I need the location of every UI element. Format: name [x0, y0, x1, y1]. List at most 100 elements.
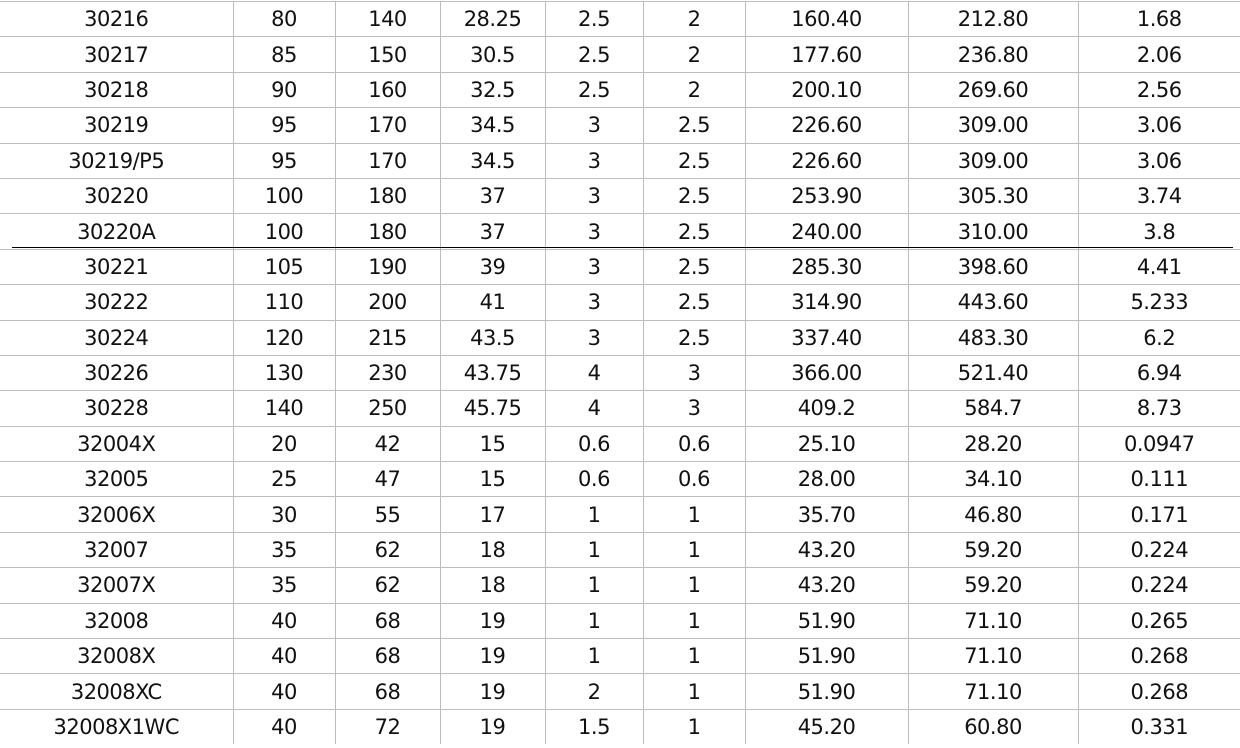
table-cell: 71.10 — [907, 638, 1078, 674]
table-row: 32008 40 68 19 1 1 51.90 71.10 0.265 — [0, 602, 1240, 639]
table-cell: 43.20 — [744, 567, 908, 604]
table-cell: 310.00 — [907, 213, 1078, 250]
table-cell: 366.00 — [744, 354, 908, 391]
table-cell: 25 — [232, 461, 335, 497]
table-cell: 2 — [642, 0, 745, 37]
table-cell: 30216 — [0, 0, 233, 37]
table-cell: 51.90 — [744, 673, 908, 710]
table-cell: 2.5 — [544, 0, 643, 37]
table-cell: 105 — [232, 248, 335, 285]
table-cell: 305.30 — [907, 177, 1078, 214]
table-cell: 150 — [334, 36, 440, 73]
table-cell: 4 — [544, 390, 643, 427]
table-cell: 19 — [439, 708, 545, 745]
table-cell: 40 — [232, 602, 335, 639]
table-cell: 0.268 — [1077, 673, 1240, 710]
table-cell: 28.00 — [744, 461, 908, 497]
table-cell: 230 — [334, 354, 440, 391]
table-row: 30219 95 170 34.5 3 2.5 226.60 309.00 3.06 — [0, 107, 1240, 144]
table-cell: 0.331 — [1077, 708, 1240, 745]
table-cell: 2.5 — [544, 36, 643, 73]
table-cell: 32007 — [0, 531, 233, 568]
table-cell: 2.5 — [642, 248, 745, 285]
table-cell: 46.80 — [907, 496, 1078, 533]
table-cell: 0.171 — [1077, 496, 1240, 533]
table-cell: 30217 — [0, 36, 233, 73]
table-cell: 0.111 — [1077, 461, 1240, 497]
table-cell: 3 — [642, 390, 745, 427]
table-cell: 1.5 — [544, 708, 643, 745]
table-cell: 1 — [642, 638, 745, 674]
table-row: 32006X 30 55 17 1 1 35.70 46.80 0.171 — [0, 496, 1240, 533]
table-cell: 0.6 — [642, 425, 745, 462]
table-row: 30218 90 160 32.5 2.5 2 200.10 269.60 2.56 — [0, 71, 1240, 108]
table-cell: 34.10 — [907, 461, 1078, 497]
table-cell: 19 — [439, 602, 545, 639]
table-row: 30228 140 250 45.75 4 3 409.2 584.7 8.73 — [0, 390, 1240, 427]
table-cell: 30226 — [0, 354, 233, 391]
table-cell: 1 — [642, 708, 745, 745]
table-cell: 2.5 — [642, 319, 745, 356]
table-cell: 6.2 — [1077, 319, 1240, 356]
table-cell: 95 — [232, 142, 335, 179]
table-cell: 160 — [334, 71, 440, 108]
table-cell: 2 — [642, 71, 745, 108]
table-cell: 3 — [544, 177, 643, 214]
table-cell: 37 — [439, 213, 545, 250]
table-cell: 43.75 — [439, 354, 545, 391]
table-cell: 584.7 — [907, 390, 1078, 427]
table-cell: 43.5 — [439, 319, 545, 356]
table-cell: 2.5 — [642, 107, 745, 144]
table-cell: 68 — [334, 638, 440, 674]
table-cell: 1 — [544, 496, 643, 533]
table-cell: 68 — [334, 602, 440, 639]
table-cell: 1 — [544, 638, 643, 674]
table-cell: 30220 — [0, 177, 233, 214]
table-cell: 30220A — [0, 213, 233, 250]
table-cell: 212.80 — [907, 0, 1078, 37]
table-cell: 1 — [642, 567, 745, 604]
table-row: 30217 85 150 30.5 2.5 2 177.60 236.80 2.06 — [0, 36, 1240, 73]
table-cell: 28.20 — [907, 425, 1078, 462]
table-cell: 110 — [232, 284, 335, 321]
table-cell: 1 — [642, 496, 745, 533]
table-cell: 40 — [232, 673, 335, 710]
table-cell: 2.5 — [642, 142, 745, 179]
table-cell: 130 — [232, 354, 335, 391]
table-cell: 100 — [232, 213, 335, 250]
table-cell: 2.5 — [642, 177, 745, 214]
table-row: 30220 100 180 37 3 2.5 253.90 305.30 3.74 — [0, 177, 1240, 214]
table-row: 30216 80 140 28.25 2.5 2 160.40 212.80 1.68 — [0, 0, 1240, 37]
table-cell: 19 — [439, 673, 545, 710]
table-cell: 41 — [439, 284, 545, 321]
table-cell: 0.6 — [544, 425, 643, 462]
table-cell: 6.94 — [1077, 354, 1240, 391]
table-cell: 30219 — [0, 107, 233, 144]
table-cell: 236.80 — [907, 36, 1078, 73]
table-cell: 80 — [232, 0, 335, 37]
table-cell: 160.40 — [744, 0, 908, 37]
table-cell: 25.10 — [744, 425, 908, 462]
table-row: 32004X 20 42 15 0.6 0.6 25.10 28.20 0.0947 — [0, 425, 1240, 462]
table-cell: 60.80 — [907, 708, 1078, 745]
table-row: 30222 110 200 41 3 2.5 314.90 443.60 5.233 — [0, 284, 1240, 321]
table-cell: 30218 — [0, 71, 233, 108]
table-cell: 2.06 — [1077, 36, 1240, 73]
table-cell: 39 — [439, 248, 545, 285]
table-cell: 253.90 — [744, 177, 908, 214]
table-cell: 240.00 — [744, 213, 908, 250]
table-cell: 226.60 — [744, 107, 908, 144]
table-cell: 17 — [439, 496, 545, 533]
table-cell: 170 — [334, 142, 440, 179]
table-cell: 177.60 — [744, 36, 908, 73]
table-cell: 40 — [232, 708, 335, 745]
table-cell: 2 — [642, 36, 745, 73]
table-cell: 180 — [334, 177, 440, 214]
table-row: 32005 25 47 15 0.6 0.6 28.00 34.10 0.111 — [0, 461, 1240, 497]
table-cell: 443.60 — [907, 284, 1078, 321]
table-cell: 4 — [544, 354, 643, 391]
table-cell: 0.224 — [1077, 531, 1240, 568]
table-cell: 314.90 — [744, 284, 908, 321]
table-cell: 398.60 — [907, 248, 1078, 285]
table-cell: 71.10 — [907, 602, 1078, 639]
